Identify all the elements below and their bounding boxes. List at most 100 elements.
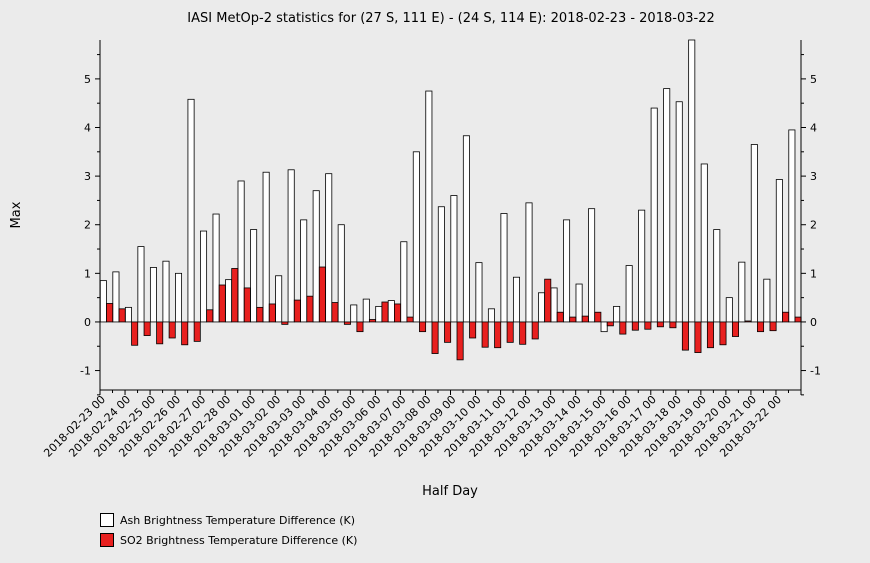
ash-bar-39 <box>588 208 596 323</box>
ash-bar-36 <box>550 287 558 323</box>
so2-bar-33 <box>519 321 527 345</box>
so2-bar-26 <box>431 321 439 354</box>
ash-bar-13 <box>262 171 270 323</box>
so2-bar-41 <box>619 321 627 335</box>
ash-bar-34 <box>525 202 533 323</box>
so2-bar-51 <box>744 320 752 323</box>
so2-bar-42 <box>631 321 639 331</box>
so2-bar-48 <box>706 321 714 349</box>
ash-bar-30 <box>475 262 483 323</box>
ash-bar-7 <box>187 98 195 323</box>
so2-bar-34 <box>531 321 539 340</box>
x-axis-title: Half Day <box>422 484 478 499</box>
ash-bar-16 <box>300 219 308 323</box>
so2-bar-55 <box>794 316 802 323</box>
y-tick-label-right: 3 <box>810 170 817 183</box>
ash-bar-50 <box>725 297 733 323</box>
so2-bar-19 <box>343 321 351 325</box>
so2-bar-45 <box>669 321 677 329</box>
so2-bar-20 <box>356 321 364 333</box>
so2-bar-43 <box>644 321 652 330</box>
ash-bar-37 <box>563 219 571 323</box>
y-tick-label-right: 5 <box>810 73 817 86</box>
ash-bar-1 <box>112 271 120 323</box>
legend-label-so2: SO2 Brightness Temperature Difference (K… <box>120 533 358 547</box>
so2-bar-53 <box>769 321 777 332</box>
y-tick-label-right: 4 <box>810 122 817 135</box>
so2-bar-21 <box>368 319 376 323</box>
ash-bar-40 <box>600 321 608 333</box>
so2-bar-27 <box>444 321 452 343</box>
so2-bar-0 <box>106 303 114 323</box>
ash-bar-14 <box>275 275 283 323</box>
so2-bar-8 <box>206 309 214 323</box>
ash-bar-42 <box>625 265 633 323</box>
ash-bar-20 <box>350 304 358 323</box>
so2-bar-25 <box>419 321 427 333</box>
so2-bar-4 <box>156 321 164 345</box>
so2-bar-30 <box>481 321 489 348</box>
ash-bar-0 <box>99 280 107 323</box>
so2-bar-1 <box>118 308 126 323</box>
y-tick-label-left: 5 <box>84 73 91 86</box>
ash-bar-45 <box>663 88 671 323</box>
so2-bar-2 <box>131 321 139 346</box>
ash-bar-51 <box>738 261 746 323</box>
y-axis-title: Max <box>9 201 24 228</box>
y-ticks-group: -1 -1 0 0 1 1 2 2 3 3 4 4 5 5 <box>80 54 821 396</box>
so2-bar-38 <box>581 315 589 323</box>
ash-bar-46 <box>675 101 683 323</box>
so2-bar-16 <box>306 295 314 323</box>
ash-bar-10 <box>225 279 233 323</box>
chart-title: IASI MetOp-2 statistics for (27 S, 111 E… <box>187 11 714 26</box>
ash-bar-3 <box>137 246 145 323</box>
so2-bar-52 <box>757 321 765 333</box>
so2-bar-14 <box>281 321 289 325</box>
y-tick-label-left: 1 <box>84 267 91 280</box>
so2-bar-18 <box>331 302 339 323</box>
ash-bar-41 <box>613 305 621 323</box>
so2-bar-13 <box>268 303 276 323</box>
ash-bar-43 <box>638 209 646 323</box>
so2-bar-24 <box>406 316 414 323</box>
legend-swatch-so2 <box>100 533 114 547</box>
ash-bar-35 <box>538 292 546 323</box>
so2-bar-23 <box>394 303 402 323</box>
so2-bar-49 <box>719 321 727 346</box>
ash-bar-33 <box>512 276 520 323</box>
ash-bar-24 <box>400 241 408 323</box>
y-tick-label-right: 2 <box>810 219 817 232</box>
ash-bar-44 <box>650 107 658 323</box>
so2-bar-54 <box>782 311 790 323</box>
so2-bar-31 <box>494 321 502 349</box>
ash-bar-8 <box>200 230 208 323</box>
ash-bar-18 <box>325 173 333 323</box>
y-tick-label-right: -1 <box>810 365 821 378</box>
ash-bar-53 <box>763 278 771 323</box>
so2-bar-11 <box>243 287 251 323</box>
y-tick-label-left: -1 <box>80 365 91 378</box>
ash-bar-32 <box>500 213 508 323</box>
ash-bar-38 <box>575 283 583 323</box>
so2-bar-29 <box>469 321 477 339</box>
so2-bar-36 <box>556 311 564 323</box>
ash-bar-26 <box>425 90 433 323</box>
ash-bar-49 <box>713 229 721 323</box>
y-tick-label-left: 3 <box>84 170 91 183</box>
ash-bar-9 <box>212 213 220 323</box>
ash-bar-54 <box>775 179 783 323</box>
ash-bar-12 <box>250 229 258 323</box>
ash-bar-11 <box>237 180 245 323</box>
so2-bar-3 <box>143 321 151 336</box>
ash-bar-4 <box>149 267 157 323</box>
y-tick-label-right: 0 <box>810 316 817 329</box>
so2-bar-44 <box>656 321 664 328</box>
bars-group <box>99 39 802 361</box>
ash-bar-2 <box>124 306 132 323</box>
ash-bar-27 <box>437 206 445 323</box>
so2-bar-10 <box>231 268 239 323</box>
so2-bar-39 <box>594 311 602 323</box>
so2-bar-5 <box>168 321 176 339</box>
y-tick-label-right: 1 <box>810 267 817 280</box>
